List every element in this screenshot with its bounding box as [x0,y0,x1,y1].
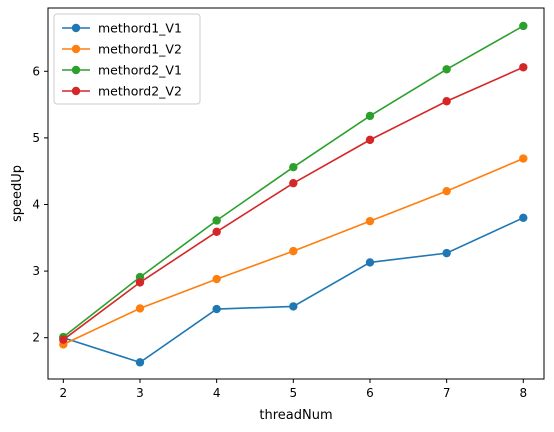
data-point-methord2_V2 [519,63,528,72]
data-point-methord2_V1 [365,111,375,121]
data-point-methord1_V1 [365,258,375,267]
data-point-methord2_V2 [135,278,145,287]
plot-frame [47,7,545,380]
data-point-methord1_V1 [135,358,145,367]
data-point-methord2_V1 [289,162,298,172]
legend-marker [71,23,81,33]
data-point-methord1_V2 [135,304,145,313]
data-point-methord1_V2 [442,186,451,196]
x-axis-label: threadNum [259,408,332,423]
x-tick-label: 6 [366,386,374,400]
y-tick-label: 4 [32,197,40,211]
legend-marker [71,44,81,54]
data-point-methord1_V1 [442,248,451,258]
legend-label: methord2_V2 [98,84,182,99]
x-tick-label: 2 [60,386,68,400]
x-tick-label: 7 [443,386,451,400]
y-tick-label: 5 [32,131,40,145]
legend-label: methord1_V2 [98,42,182,57]
series-layer [59,21,528,367]
y-axis-label: speedUp [10,165,25,222]
data-point-methord1_V2 [519,154,528,163]
y-tick-label: 2 [32,331,40,345]
data-point-methord2_V1 [519,21,528,31]
y-axis-ticks: 2 3 4 5 6 [32,64,48,345]
data-point-methord2_V2 [365,135,375,145]
x-tick-label: 4 [213,386,221,400]
legend-box [53,13,201,105]
data-point-methord1_V2 [289,246,298,256]
data-point-methord1_V1 [289,302,298,311]
data-point-methord2_V1 [212,216,221,225]
data-point-methord2_V2 [59,335,68,344]
legend: methord1_V1 methord1_V2 methord2_V1methord… [53,13,201,105]
legend-marker [71,65,81,75]
x-tick-label: 5 [289,386,297,400]
data-point-methord2_V2 [212,227,221,236]
legend-marker [71,86,81,96]
data-point-methord1_V1 [519,213,528,223]
y-tick-label: 3 [32,264,40,278]
x-tick-label: 3 [136,386,144,400]
x-tick-label: 8 [519,386,527,400]
y-tick-label: 6 [32,64,40,78]
legend-label: methord2_V1 [98,63,182,78]
x-axis-ticks: 2 3 4 5 6 7 8 [60,379,527,400]
data-point-methord2_V2 [289,178,298,188]
data-point-methord2_V2 [442,97,451,106]
data-point-methord1_V2 [365,216,375,226]
data-point-methord1_V1 [212,304,221,314]
data-point-methord2_V1 [442,65,451,74]
legend-label: methord1_V1 [98,21,182,36]
data-point-methord1_V2 [212,274,221,284]
